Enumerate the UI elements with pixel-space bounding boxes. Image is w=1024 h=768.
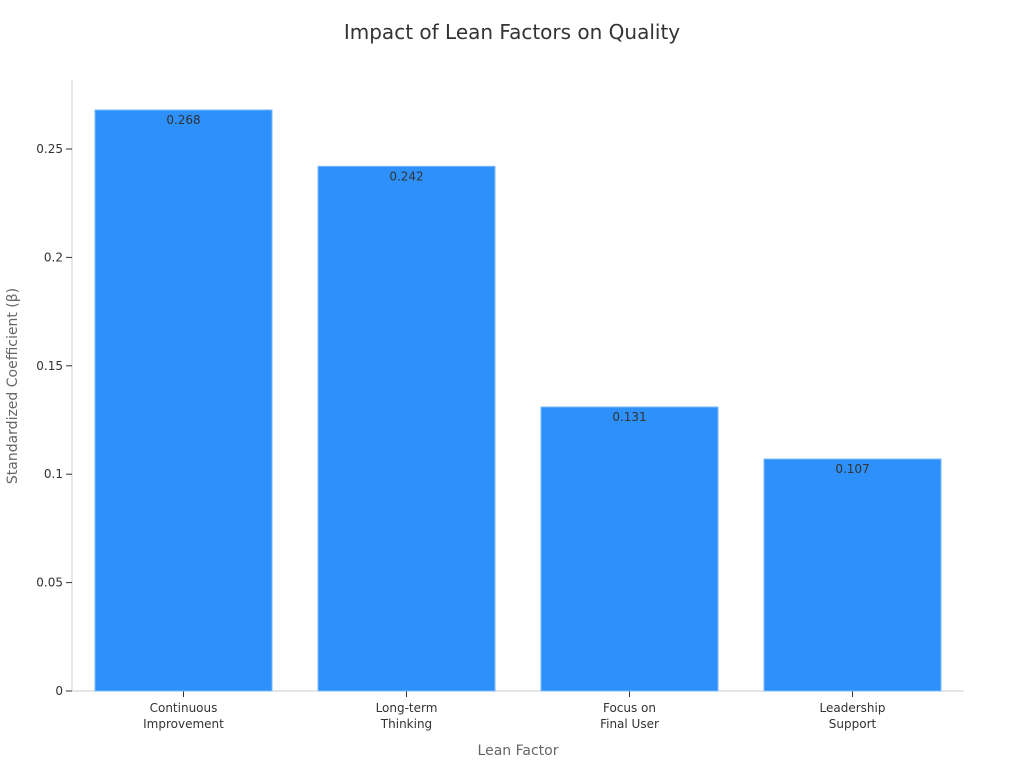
y-tick-label: 0.2 [44,250,63,264]
y-tick-label: 0.15 [36,359,63,373]
bar-value-label: 0.107 [835,462,869,476]
y-tick-label: 0.25 [36,142,63,156]
chart-title: Impact of Lean Factors on Quality [343,20,681,44]
x-tick-label: Improvement [143,717,224,731]
bar-group: 0.107 [763,458,942,692]
x-tick-label: Final User [600,717,659,731]
bar-group: 0.268 [94,109,273,692]
bar-value-label: 0.242 [389,169,423,183]
bars: 0.268 0.242 0.131 0.107 [94,109,942,692]
bar[interactable] [763,458,942,692]
y-axis-title: Standardized Coefficient (β) [5,288,21,484]
x-axis: Continuous Improvement Long-term Thinking Fo… [72,690,964,731]
bar[interactable] [317,165,496,692]
bar[interactable] [94,109,273,692]
y-tick-label: 0.05 [36,576,63,590]
x-tick-label: Long-term [376,701,438,715]
y-axis: 0 0.05 0.1 0.15 0.2 0.25 [36,80,73,698]
bar-value-label: 0.131 [612,410,646,424]
y-tick-label: 0 [55,684,63,698]
bar-value-label: 0.268 [166,113,200,127]
x-tick-label: Focus on [603,701,656,715]
y-tick-label: 0.1 [44,467,63,481]
bar-group: 0.131 [540,406,719,692]
x-tick-label: Continuous [150,701,218,715]
bar[interactable] [540,406,719,692]
bar-group: 0.242 [317,165,496,692]
x-tick-label: Leadership [820,701,886,715]
x-axis-title: Lean Factor [478,743,559,759]
x-tick-label: Support [829,717,877,731]
x-tick-label: Thinking [380,717,432,731]
